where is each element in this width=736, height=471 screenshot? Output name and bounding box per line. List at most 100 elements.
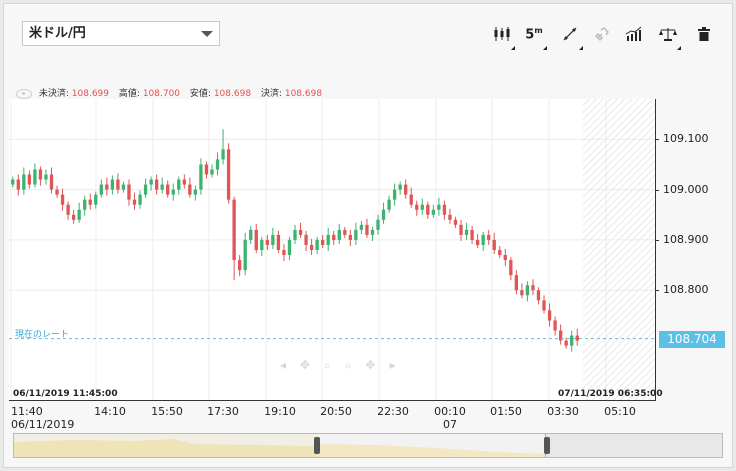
eye-icon[interactable] [16, 88, 32, 99]
candle-body[interactable] [348, 234, 352, 240]
candle-body[interactable] [204, 164, 209, 175]
candle-body[interactable] [420, 204, 424, 210]
candle-body[interactable] [238, 260, 242, 271]
candle-body[interactable] [177, 179, 181, 190]
candle-body[interactable] [381, 209, 386, 220]
candle-body[interactable] [531, 285, 535, 291]
candle-body[interactable] [138, 194, 142, 205]
candle-body[interactable] [83, 199, 87, 210]
draw-tool-button[interactable] [558, 26, 583, 50]
candle-body[interactable] [226, 149, 231, 200]
candle-body[interactable] [354, 229, 358, 240]
chart-type-button[interactable] [490, 26, 515, 50]
candle-body[interactable] [326, 234, 330, 245]
candle-body[interactable] [182, 179, 186, 185]
candle-body[interactable] [210, 169, 214, 175]
candle-body[interactable] [99, 184, 103, 195]
candle-body[interactable] [171, 189, 175, 195]
interval-button[interactable]: 5m [522, 26, 547, 50]
candle-body[interactable] [475, 239, 480, 245]
candle-body[interactable] [558, 330, 563, 341]
candle-body[interactable] [404, 184, 408, 195]
delete-button[interactable] [692, 26, 716, 46]
candle-body[interactable] [453, 219, 458, 225]
candle-body[interactable] [282, 250, 286, 256]
candle-body[interactable] [77, 209, 81, 220]
chart-plot-area[interactable] [9, 99, 656, 401]
candle-body[interactable] [343, 229, 347, 235]
candle-body[interactable] [276, 234, 281, 250]
candle-body[interactable] [481, 234, 485, 245]
candle-body[interactable] [298, 229, 303, 235]
candle-body[interactable] [415, 204, 419, 210]
candle-body[interactable] [387, 199, 391, 210]
candle-body[interactable] [392, 189, 397, 200]
candle-body[interactable] [332, 234, 336, 240]
candle-body[interactable] [398, 184, 402, 190]
candle-body[interactable] [49, 174, 54, 190]
candle-body[interactable] [154, 179, 159, 190]
compare-button[interactable] [656, 26, 681, 50]
candle-body[interactable] [243, 239, 247, 271]
navigator[interactable] [13, 433, 723, 458]
candle-body[interactable] [265, 239, 269, 245]
candle-body[interactable] [105, 184, 109, 190]
candle-body[interactable] [110, 179, 115, 190]
candle-body[interactable] [564, 340, 568, 346]
candle-body[interactable] [127, 184, 131, 200]
candle-body[interactable] [365, 224, 369, 235]
navigator-selection[interactable] [14, 434, 317, 457]
candle-body[interactable] [94, 194, 98, 205]
candle-body[interactable] [16, 179, 20, 190]
candle-body[interactable] [575, 335, 579, 341]
link-button[interactable] [590, 26, 614, 46]
candle-body[interactable] [442, 204, 447, 215]
candle-body[interactable] [199, 164, 203, 190]
candle-body[interactable] [459, 224, 463, 235]
candle-body[interactable] [525, 285, 530, 296]
candle-body[interactable] [370, 229, 375, 235]
candle-body[interactable] [221, 149, 225, 160]
candle-body[interactable] [509, 260, 513, 276]
candle-body[interactable] [492, 239, 496, 250]
candle-body[interactable] [498, 250, 502, 256]
candle-body[interactable] [271, 234, 275, 245]
candle-body[interactable] [448, 214, 452, 220]
indicator-button[interactable] [622, 26, 646, 46]
candle-body[interactable] [132, 199, 137, 205]
candle-body[interactable] [11, 179, 15, 185]
candle-body[interactable] [287, 239, 292, 256]
candle-body[interactable] [22, 174, 26, 190]
candle-body[interactable] [166, 184, 170, 195]
candle-body[interactable] [143, 184, 148, 195]
candle-body[interactable] [514, 275, 519, 291]
candle-body[interactable] [470, 229, 474, 240]
candlestick-chart[interactable] [9, 99, 656, 401]
candle-body[interactable] [254, 229, 258, 250]
candle-body[interactable] [66, 204, 70, 215]
candle-body[interactable] [38, 169, 43, 180]
candle-body[interactable] [232, 199, 236, 261]
candle-body[interactable] [409, 194, 413, 205]
candle-body[interactable] [315, 239, 319, 250]
candle-body[interactable] [121, 184, 126, 190]
candle-body[interactable] [27, 174, 32, 185]
candle-body[interactable] [570, 335, 574, 346]
candle-body[interactable] [193, 189, 198, 195]
candle-body[interactable] [359, 224, 364, 230]
candle-body[interactable] [553, 320, 557, 331]
candle-body[interactable] [215, 159, 220, 170]
candle-body[interactable] [437, 204, 441, 210]
candle-body[interactable] [160, 184, 164, 190]
candle-body[interactable] [536, 290, 541, 301]
candle-body[interactable] [60, 194, 65, 205]
navigator-current-window[interactable] [545, 434, 722, 457]
candle-body[interactable] [426, 204, 430, 215]
candle-body[interactable] [520, 290, 524, 296]
candle-body[interactable] [116, 179, 120, 190]
candle-body[interactable] [337, 229, 341, 240]
candle-body[interactable] [260, 239, 264, 250]
candle-body[interactable] [431, 209, 436, 215]
candle-body[interactable] [33, 169, 37, 185]
candle-body[interactable] [188, 184, 192, 195]
